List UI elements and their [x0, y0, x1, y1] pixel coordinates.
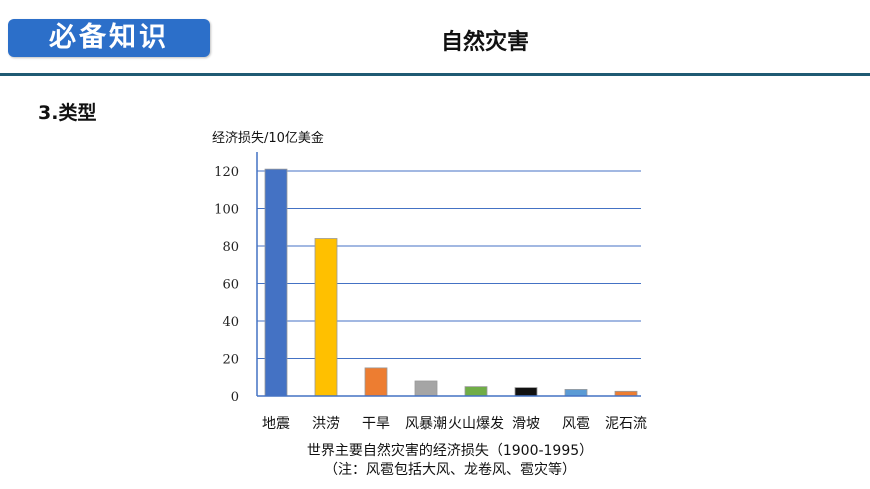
header-divider — [0, 73, 870, 76]
section-heading: 3.类型 — [38, 102, 97, 124]
bar — [264, 168, 288, 397]
badge-label: 必备知识 — [49, 22, 169, 53]
y-tick-label: 40 — [222, 315, 239, 330]
page-title: 自然灾害 — [440, 30, 529, 55]
bar — [314, 238, 338, 397]
x-tick-label: 地震 — [262, 416, 290, 432]
y-tick-label: 20 — [222, 353, 239, 368]
bar — [514, 387, 538, 397]
bar — [364, 367, 388, 397]
x-tick-label: 滑坡 — [512, 415, 540, 432]
bar — [464, 386, 488, 397]
chart-caption-title: 世界主要自然灾害的经济损失（1900-1995） — [306, 443, 594, 459]
y-tick-label: 60 — [222, 278, 239, 293]
x-tick-label: 风雹 — [562, 416, 590, 432]
y-axis-label: 经济损失/10亿美金 — [212, 130, 324, 146]
y-tick-label: 120 — [214, 165, 239, 180]
chart-bars — [264, 168, 638, 397]
x-tick-label: 泥石流 — [605, 416, 647, 432]
x-tick-label: 洪涝 — [312, 416, 340, 432]
x-tick-label: 风暴潮 — [405, 416, 447, 432]
y-tick-label: 80 — [222, 240, 239, 255]
y-tick-label: 0 — [231, 390, 239, 405]
section-badge: 必备知识 — [8, 19, 210, 57]
x-tick-labels: 地震 洪涝 干旱 风暴潮 火山爆发 滑坡 风雹 泥石流 — [262, 415, 647, 432]
x-tick-label: 火山爆发 — [448, 416, 504, 432]
chart-caption-note: （注：风雹包括大风、龙卷风、雹灾等） — [324, 462, 576, 478]
bar — [564, 389, 588, 397]
y-tick-label: 100 — [214, 203, 239, 218]
x-tick-label: 干旱 — [362, 416, 390, 432]
y-tick-labels: 0 20 40 60 80 100 120 — [214, 165, 239, 405]
bar — [414, 380, 438, 397]
